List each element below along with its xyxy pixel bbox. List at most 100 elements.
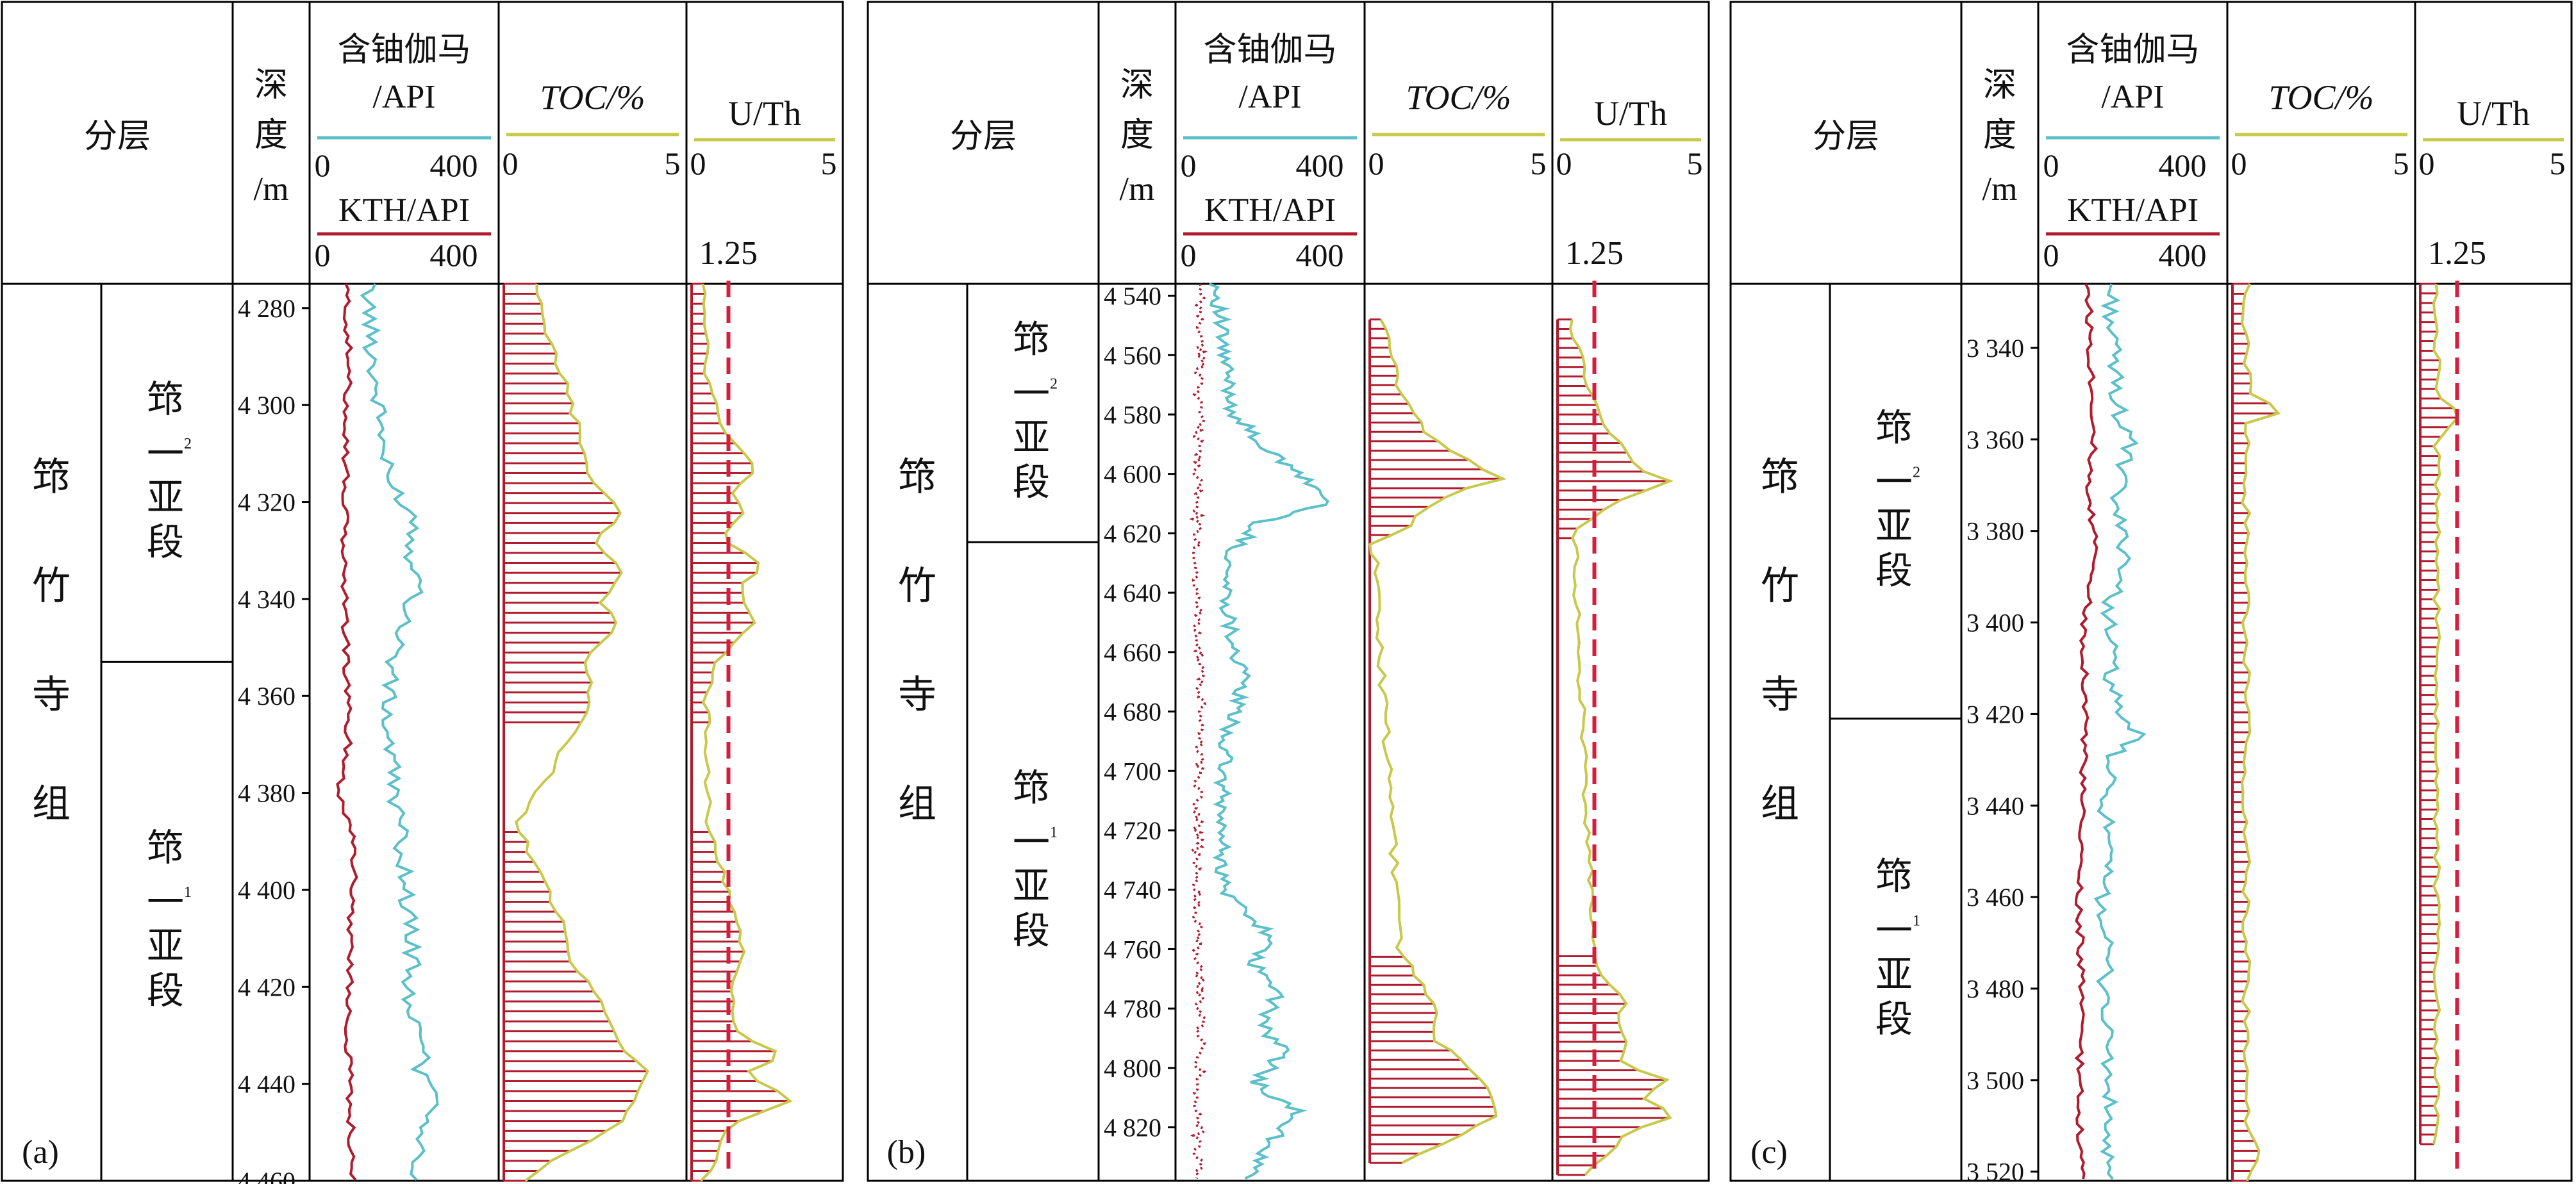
depth-tick-label: 4 820 [1104,1114,1161,1142]
kth-range-min: 0 [1181,237,1197,273]
depth-header-1: 深 [1983,66,2016,104]
depth-tick-label: 4 700 [1104,757,1161,785]
member-label: 筇一 1 亚段 [147,826,192,1012]
gr-range-max: 400 [430,147,478,183]
formation-char: 组 [898,782,936,826]
member-label: 筇一 1 亚段 [1013,766,1058,953]
member-subscript: 2 [1050,376,1058,393]
formation-char: 筇 [898,455,936,500]
depth-tick-label: 3 400 [1966,609,2024,637]
formation-char: 组 [32,782,71,826]
member-char: 段 [1875,548,1913,592]
depth-tick-label: 4 320 [238,488,295,517]
depth-tick-label: 3 520 [1966,1158,2024,1184]
depth-header-2: 度 [1983,116,2016,154]
depth-tick-label: 4 660 [1104,638,1161,667]
member-subscript: 2 [1913,464,1920,481]
toc-title: TOC/% [2268,78,2373,117]
depth-tick-label: 4 620 [1104,519,1161,548]
gr-curve [360,283,439,1181]
toc-curve [1368,318,1507,1164]
member-char: 一 [1875,460,1913,504]
threshold-label: 1.25 [2428,235,2486,272]
uth-title: U/Th [1594,94,1667,133]
toc-title: TOC/% [540,78,645,117]
gr-unit: /API [372,79,435,115]
gr-unit: /API [1238,79,1301,115]
uth-curve [1568,319,1674,1176]
depth-tick-label: 3 420 [1966,700,2024,728]
depth-tick-label: 4 740 [1104,876,1161,905]
depth-tick-label: 4 580 [1104,400,1161,429]
member-char: 筇 [1013,766,1050,810]
member-label: 筇一 1 亚段 [1875,854,1920,1040]
toc-range-min: 0 [1368,145,1384,181]
member-char: 一 [147,880,184,924]
depth-tick-label: 4 800 [1104,1054,1161,1083]
formation-char: 竹 [898,564,936,609]
depth-tick-label: 3 340 [1966,334,2024,363]
gr-range-min: 0 [1181,147,1197,183]
depth-tick-label: 3 360 [1966,425,2024,454]
kth-curve [1188,283,1208,1179]
member-char: 筇 [147,826,184,869]
uth-range-max: 5 [821,145,837,181]
depth-tick-label: 3 440 [1966,791,2024,820]
layer-header: 分层 [1813,117,1879,156]
member-subscript: 1 [184,884,192,901]
member-label: 筇一 2 亚段 [1013,318,1058,504]
uth-title: U/Th [728,94,801,133]
formation-char: 寺 [898,673,936,718]
depth-tick-label: 4 300 [238,391,295,420]
formation-char: 竹 [32,564,71,609]
depth-tick-label: 4 560 [1104,341,1161,370]
member-subscript: 2 [184,436,192,452]
formation-char: 寺 [1761,673,1799,718]
uth-title: U/Th [2457,94,2530,133]
depth-tick-label: 4 640 [1104,579,1161,607]
gr-title: 含铀伽马 [337,31,470,69]
uth-range-min: 0 [2419,145,2435,181]
uth-range-max: 5 [2550,145,2566,181]
panel-label: (b) [887,1134,926,1171]
depth-tick-label: 3 380 [1966,517,2024,546]
threshold-label: 1.25 [699,235,758,272]
member-char: 亚 [1875,504,1913,547]
gr-title: 含铀伽马 [1203,31,1336,69]
depth-header-1: 深 [1120,66,1154,104]
depth-tick-label: 4 280 [238,294,295,323]
member-label: 筇一 2 亚段 [1875,406,1920,592]
gr-range-min: 0 [315,147,331,183]
depth-tick-label: 4 360 [238,682,295,711]
depth-tick-label: 4 340 [238,585,295,614]
kth-range-min: 0 [2043,237,2059,273]
member-char: 一 [1875,909,1913,952]
member-label: 筇一 2 亚段 [147,377,192,564]
depth-tick-label: 4 720 [1104,816,1161,845]
formation-char: 寺 [32,673,71,718]
panel-frame [1729,1,2573,1182]
uth-range-min: 0 [1556,145,1572,181]
depth-header-2: 度 [1120,116,1154,154]
gr-range-min: 0 [2043,147,2059,183]
member-char: 段 [147,969,184,1012]
toc-range-min: 0 [2231,145,2247,181]
gr-curve [1208,283,1330,1180]
panel-label: (c) [1750,1134,1788,1171]
gr-range-max: 400 [2159,147,2207,183]
formation-char: 竹 [1761,564,1799,609]
member-char: 一 [147,432,184,475]
kth-range-max: 400 [430,237,478,273]
uth-curve [2432,283,2459,1145]
kth-curve [2074,283,2098,1180]
toc-curve [515,283,650,1182]
depth-tick-label: 4 440 [238,1070,295,1099]
toc-title: TOC/% [1406,78,1511,117]
member-char: 段 [1013,461,1050,504]
member-char: 段 [147,520,184,564]
member-char: 亚 [147,924,184,967]
